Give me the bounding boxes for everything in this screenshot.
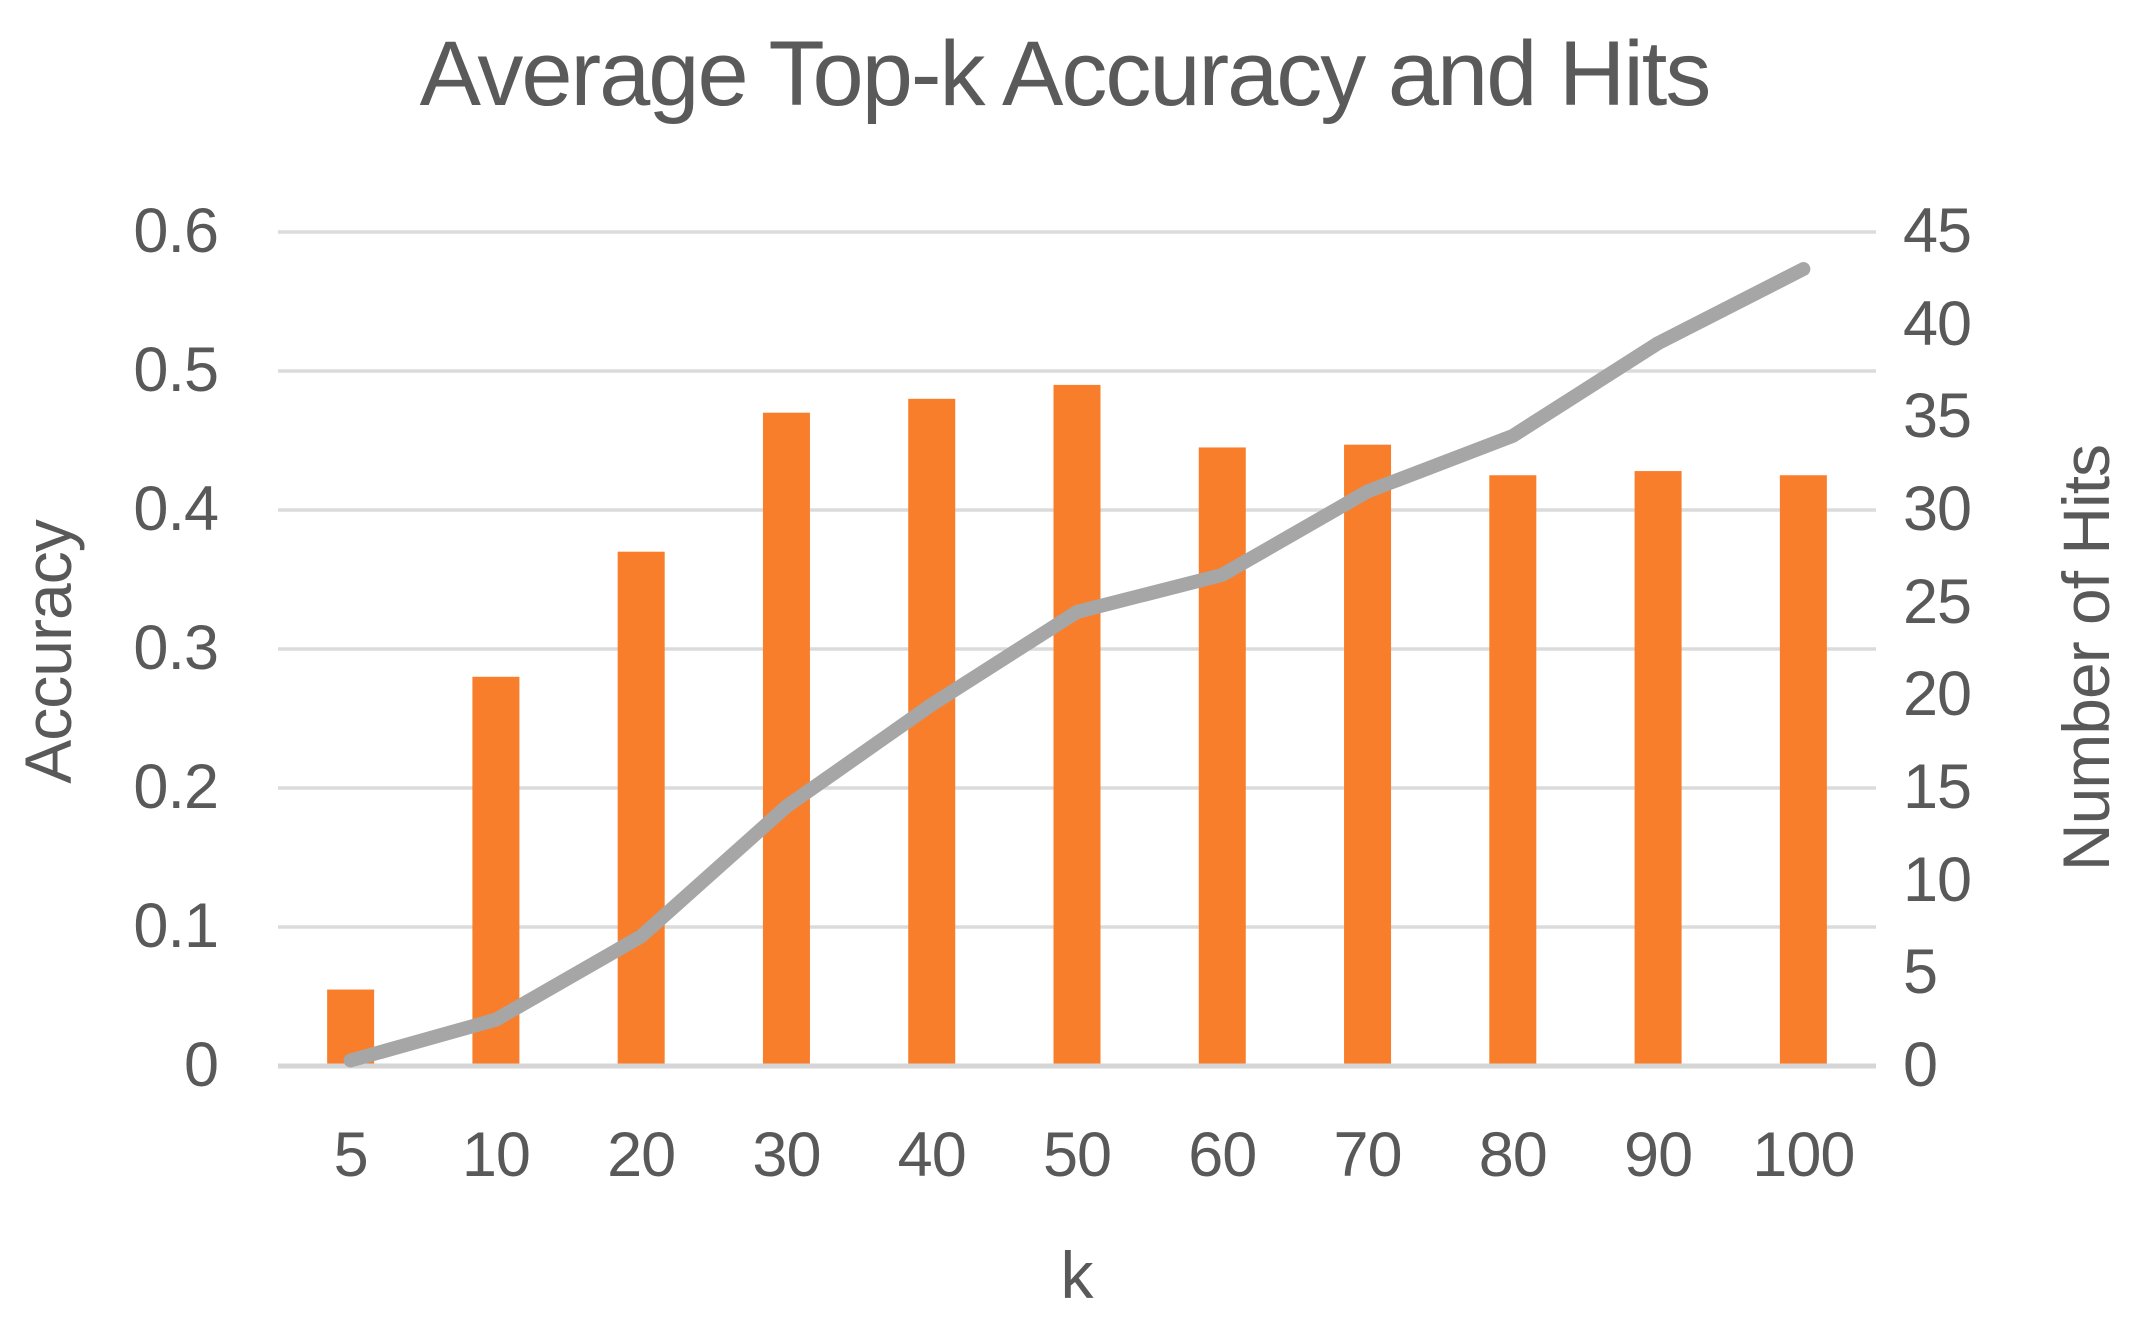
x-axis-tick-5: 5	[333, 1120, 369, 1190]
bar-50	[1053, 384, 1101, 1066]
x-axis-tick-80: 80	[1478, 1120, 1548, 1190]
bar-30	[762, 412, 810, 1066]
hits-line	[343, 262, 1811, 1068]
x-axis-tick-90: 90	[1624, 1120, 1693, 1190]
bar-20	[617, 551, 665, 1066]
y2-axis-title-number-of-hits: Number of Hits	[2049, 444, 2123, 872]
y-axis-tick-0.5: 0.5	[133, 335, 219, 405]
y2-axis-tick-15: 15	[1903, 752, 1972, 822]
y2-axis-tick-35: 35	[1903, 381, 1972, 452]
bar-90	[1634, 471, 1682, 1067]
y-axis-tick-0.3: 0.3	[133, 613, 219, 683]
y2-axis-tick-40: 40	[1903, 288, 1972, 359]
y2-axis-tick-20: 20	[1903, 659, 1972, 730]
y-axis-tick-0.1: 0.1	[133, 891, 219, 961]
x-axis-tick-20: 20	[607, 1120, 676, 1190]
x-axis-tick-100: 100	[1752, 1120, 1855, 1190]
y-axis-tick-0.2: 0.2	[133, 752, 219, 822]
bar-10	[472, 676, 520, 1066]
y2-axis-tick-30: 30	[1903, 474, 1972, 544]
chart-title: Average Top-k Accuracy and Hits	[419, 23, 1712, 125]
bar-40	[908, 398, 956, 1066]
x-axis-tick-50: 50	[1042, 1120, 1112, 1190]
x-axis-tick-10: 10	[461, 1120, 531, 1190]
y-axis-tick-0.6: 0.6	[133, 196, 219, 266]
y2-axis-tick-45: 45	[1903, 196, 1972, 266]
y2-axis-tick-0: 0	[1903, 1030, 1938, 1100]
x-axis-tick-60: 60	[1188, 1120, 1257, 1190]
x-axis-tick-70: 70	[1333, 1120, 1402, 1190]
bar-80	[1489, 475, 1537, 1066]
y2-axis-tick-25: 25	[1903, 566, 1972, 637]
bar-60	[1198, 447, 1246, 1066]
y2-axis-tick-5: 5	[1903, 937, 1938, 1008]
bar-100	[1779, 475, 1827, 1066]
y-axis-tick-0: 0	[183, 1030, 219, 1100]
y-axis-tick-0.4: 0.4	[133, 474, 219, 544]
x-axis-title: k	[1060, 1238, 1094, 1312]
x-axis-tick-30: 30	[752, 1120, 821, 1190]
y2-axis-tick-10: 10	[1903, 844, 1972, 915]
x-axis-tick-40: 40	[897, 1120, 967, 1190]
bar-70	[1344, 444, 1392, 1066]
